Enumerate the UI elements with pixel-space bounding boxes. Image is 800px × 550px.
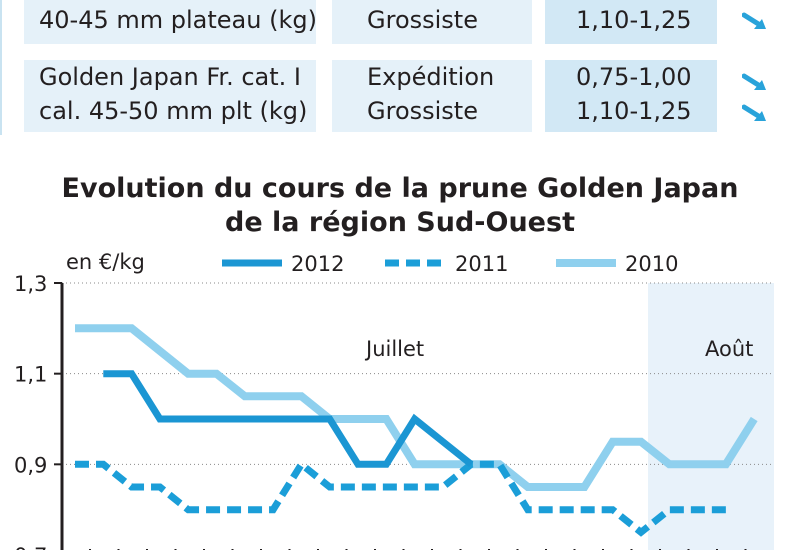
legend-label-2012: 2012 [291,252,344,276]
y-tick-label: 0,9 [14,453,47,477]
product-label: Golden Japan Fr. cat. I [39,63,301,91]
legend-label-2011: 2011 [455,252,508,276]
price-value: 1,10-1,25 [576,6,692,34]
stage-cell-1 [332,0,532,44]
product-label: cal. 45-50 mm plt (kg) [39,97,308,125]
price-chart: Evolution du cours de la prune Golden Ja… [0,158,800,550]
product-cell-2 [24,60,316,132]
stage-label: Expédition [367,63,495,91]
period-label-august: Août [705,337,753,361]
stage-label: Grossiste [367,6,478,34]
trend-down-arrow-icon [742,12,766,29]
chart-title-line-1: Evolution du cours de la prune Golden Ja… [61,173,739,204]
stage-label: Grossiste [367,97,478,125]
price-value: 1,10-1,25 [576,97,692,125]
series-line-2012 [103,370,474,468]
price-cell-1 [545,0,717,44]
product-cell-1 [24,0,316,44]
product-label: 40-45 mm plateau (kg) [39,6,317,34]
series-line-2011 [75,459,726,537]
y-tick-label: 1,3 [14,272,47,296]
y-axis-unit-label: en €/kg [66,250,145,274]
stage-cell-2 [332,60,532,132]
y-tick-label: 1,1 [14,363,47,387]
trend-down-arrow-icon [742,104,766,121]
price-value: 0,75-1,00 [576,63,692,91]
trend-down-arrow-icon [742,73,766,90]
chart-plot: 1,3 1,1 0,9 0,7 en €/kg 2012 2011 2010 Juillet Ao… [14,250,774,550]
period-label-july: Juillet [364,337,424,361]
legend-label-2010: 2010 [625,252,678,276]
series-line-2010 [75,324,758,491]
chart-title-line-2: de la région Sud-Ouest [225,207,575,238]
price-cell-2 [545,60,717,132]
august-shade [648,283,774,550]
y-tick-label: 0,7 [14,544,47,550]
price-table: 40-45 mm plateau (kg) Grossiste 1,10-1,2… [0,0,800,135]
